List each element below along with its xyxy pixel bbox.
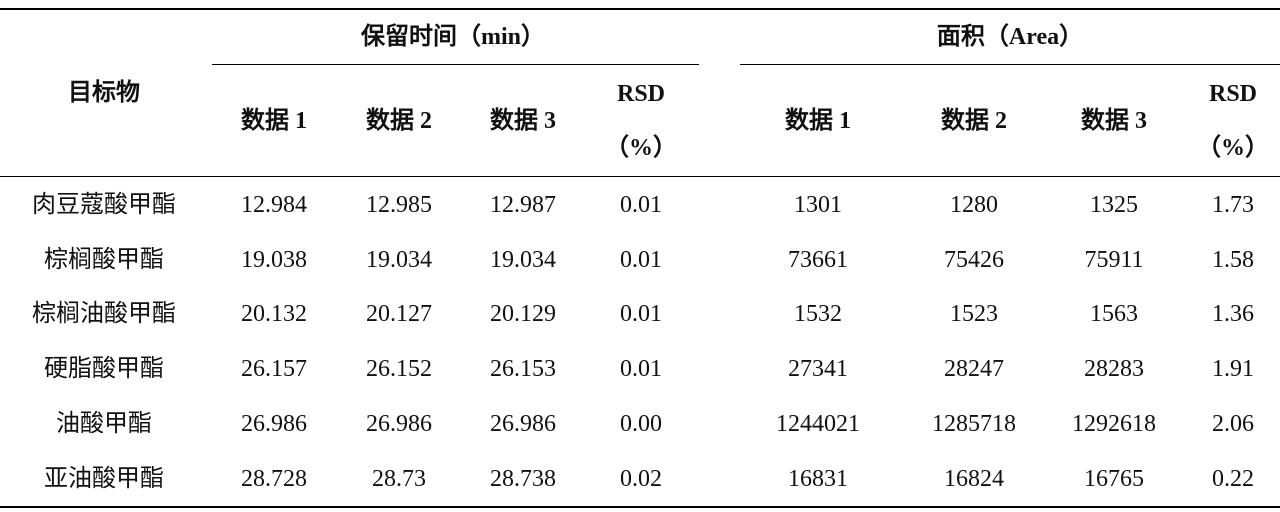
rt-data1-cell: 26.986 bbox=[241, 411, 307, 437]
rt-rsd-cell: 0.02 bbox=[620, 466, 662, 492]
rt-data3-cell: 20.129 bbox=[490, 301, 556, 327]
area-rsd-cell: 1.58 bbox=[1212, 247, 1254, 273]
header-retention-group: 保留时间（min） bbox=[360, 24, 546, 50]
rt-data2-cell: 20.127 bbox=[366, 301, 432, 327]
header-area-data2: 数据 2 bbox=[941, 108, 1007, 134]
area-data3-cell: 16765 bbox=[1084, 466, 1144, 492]
area-data2-cell: 1523 bbox=[950, 301, 998, 327]
area-rsd-cell: 2.06 bbox=[1212, 411, 1254, 437]
table-row: 棕榈酸甲酯 19.038 19.034 19.034 0.01 73661 75… bbox=[0, 246, 1280, 274]
header-rt-rsd-unit: （%） bbox=[605, 135, 677, 161]
table-row: 棕榈油酸甲酯 20.132 20.127 20.129 0.01 1532 15… bbox=[0, 300, 1280, 328]
top-rule bbox=[0, 8, 1280, 10]
header-area-group: 面积（Area） bbox=[936, 24, 1084, 50]
table-row: 亚油酸甲酯 28.728 28.73 28.738 0.02 16831 168… bbox=[0, 465, 1280, 493]
rt-data1-cell: 19.038 bbox=[241, 247, 307, 273]
rt-rsd-cell: 0.01 bbox=[620, 356, 662, 382]
header-area-rsd-unit: （%） bbox=[1197, 135, 1269, 161]
rt-data3-cell: 19.034 bbox=[490, 247, 556, 273]
retention-group-rule bbox=[212, 64, 699, 65]
header-rt-data2: 数据 2 bbox=[366, 108, 432, 134]
row-target-name: 油酸甲酯 bbox=[56, 411, 152, 437]
header-rt-rsd: RSD bbox=[616, 81, 666, 107]
rt-data3-cell: 12.987 bbox=[490, 192, 556, 218]
area-data2-cell: 1280 bbox=[950, 192, 998, 218]
rt-data1-cell: 20.132 bbox=[241, 301, 307, 327]
rt-data3-cell: 26.986 bbox=[490, 411, 556, 437]
row-target-name: 棕榈酸甲酯 bbox=[44, 247, 164, 273]
area-data3-cell: 1292618 bbox=[1072, 411, 1156, 437]
area-rsd-cell: 1.91 bbox=[1212, 356, 1254, 382]
area-data1-cell: 1301 bbox=[794, 192, 842, 218]
area-data1-cell: 73661 bbox=[788, 247, 848, 273]
rt-data2-cell: 26.986 bbox=[366, 411, 432, 437]
area-data2-cell: 28247 bbox=[944, 356, 1004, 382]
row-target-name: 亚油酸甲酯 bbox=[44, 466, 164, 492]
header-area-rsd: RSD bbox=[1208, 81, 1258, 107]
area-data2-cell: 75426 bbox=[944, 247, 1004, 273]
area-data3-cell: 1325 bbox=[1090, 192, 1138, 218]
rt-data2-cell: 26.152 bbox=[366, 356, 432, 382]
table-row: 肉豆蔻酸甲酯 12.984 12.985 12.987 0.01 1301 12… bbox=[0, 191, 1280, 219]
rt-data1-cell: 26.157 bbox=[241, 356, 307, 382]
rt-data3-cell: 26.153 bbox=[490, 356, 556, 382]
area-rsd-cell: 1.36 bbox=[1212, 301, 1254, 327]
rt-data2-cell: 12.985 bbox=[366, 192, 432, 218]
area-data1-cell: 16831 bbox=[788, 466, 848, 492]
bottom-rule bbox=[0, 506, 1280, 508]
area-data3-cell: 28283 bbox=[1084, 356, 1144, 382]
rt-data3-cell: 28.738 bbox=[490, 466, 556, 492]
header-rt-data3: 数据 3 bbox=[490, 108, 556, 134]
area-data1-cell: 1244021 bbox=[776, 411, 860, 437]
area-data3-cell: 1563 bbox=[1090, 301, 1138, 327]
table-row: 油酸甲酯 26.986 26.986 26.986 0.00 1244021 1… bbox=[0, 410, 1280, 438]
row-target-name: 棕榈油酸甲酯 bbox=[32, 301, 176, 327]
area-rsd-cell: 1.73 bbox=[1212, 192, 1254, 218]
rt-rsd-cell: 0.01 bbox=[620, 301, 662, 327]
rt-rsd-cell: 0.01 bbox=[620, 247, 662, 273]
rt-data2-cell: 19.034 bbox=[366, 247, 432, 273]
header-target: 目标物 bbox=[68, 80, 140, 106]
header-area-data3: 数据 3 bbox=[1081, 108, 1147, 134]
row-target-name: 硬脂酸甲酯 bbox=[44, 356, 164, 382]
area-group-rule bbox=[740, 64, 1280, 65]
rt-data2-cell: 28.73 bbox=[372, 466, 426, 492]
rt-data1-cell: 28.728 bbox=[241, 466, 307, 492]
rt-rsd-cell: 0.00 bbox=[620, 411, 662, 437]
row-target-name: 肉豆蔻酸甲酯 bbox=[32, 192, 176, 218]
area-data1-cell: 27341 bbox=[788, 356, 848, 382]
header-rt-data1: 数据 1 bbox=[241, 108, 307, 134]
area-data2-cell: 1285718 bbox=[932, 411, 1016, 437]
header-bottom-rule bbox=[0, 176, 1280, 177]
rt-data1-cell: 12.984 bbox=[241, 192, 307, 218]
table-row: 硬脂酸甲酯 26.157 26.152 26.153 0.01 27341 28… bbox=[0, 355, 1280, 383]
area-rsd-cell: 0.22 bbox=[1212, 466, 1254, 492]
rt-rsd-cell: 0.01 bbox=[620, 192, 662, 218]
area-data1-cell: 1532 bbox=[794, 301, 842, 327]
header-area-data1: 数据 1 bbox=[785, 108, 851, 134]
area-data2-cell: 16824 bbox=[944, 466, 1004, 492]
area-data3-cell: 75911 bbox=[1084, 247, 1144, 273]
